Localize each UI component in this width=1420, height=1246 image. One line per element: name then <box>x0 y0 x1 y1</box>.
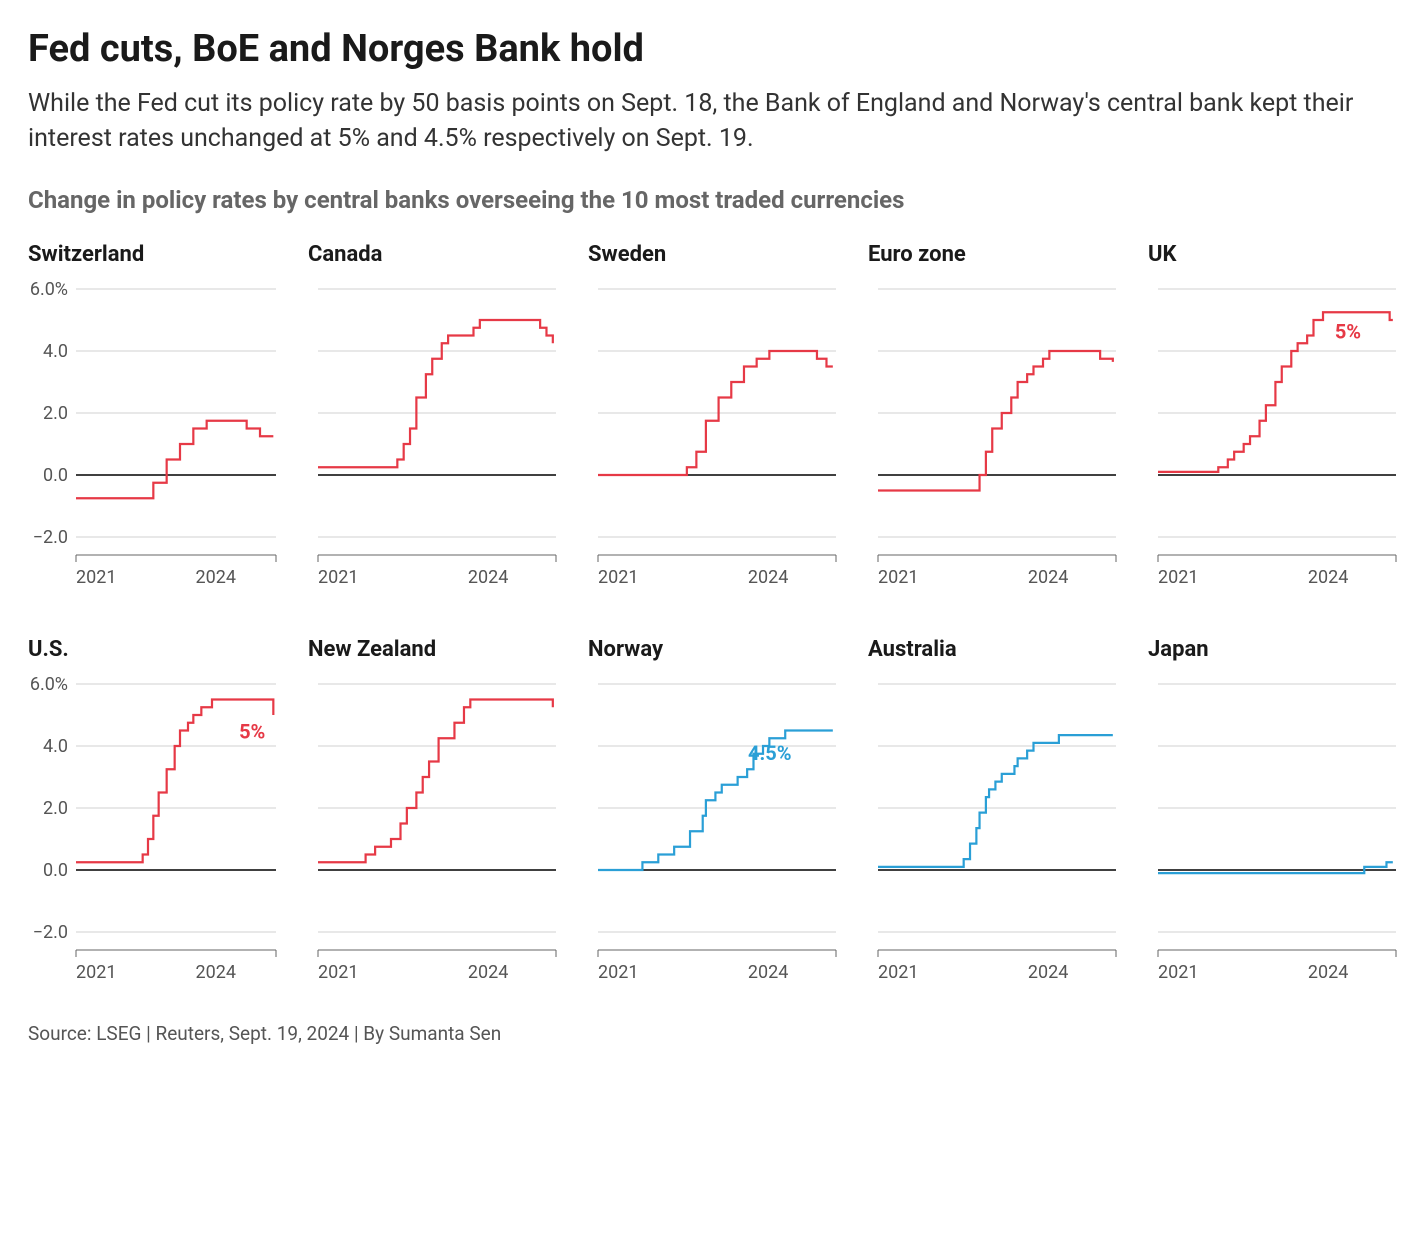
x-tick-label: 2024 <box>748 962 788 983</box>
page-subtitle: While the Fed cut its policy rate by 50 … <box>28 86 1388 156</box>
panel-title: UK <box>1148 242 1398 267</box>
panel-chart: 2021 2024 <box>868 277 1118 587</box>
panel-chart: 2021 2024 <box>308 277 558 587</box>
y-tick-label: 4.0 <box>43 736 68 757</box>
chart-panel: U.S. −2.0 0.0 2.0 4.0 6.0% 5% 2021 2024 <box>28 637 278 982</box>
y-tick-label: 2.0 <box>43 403 68 424</box>
panel-title: Euro zone <box>868 242 1118 267</box>
chart-panel: Norway 4.5% 2021 2024 <box>588 637 838 982</box>
series-line <box>878 735 1113 867</box>
chart-subhead: Change in policy rates by central banks … <box>28 186 1392 214</box>
x-tick-label: 2021 <box>878 962 918 983</box>
value-annotation: 4.5% <box>748 741 792 765</box>
x-tick-label: 2024 <box>1308 962 1348 983</box>
x-tick-label: 2021 <box>318 962 358 983</box>
x-tick-label: 2024 <box>748 567 788 588</box>
panel-title: Switzerland <box>28 242 278 267</box>
panel-title: Australia <box>868 637 1118 662</box>
value-annotation: 5% <box>239 719 265 743</box>
chart-panel: Switzerland −2.0 0.0 2.0 4.0 6.0% 2021 2024 <box>28 242 278 587</box>
panel-title: New Zealand <box>308 637 558 662</box>
panel-chart: 4.5% 2021 2024 <box>588 672 838 982</box>
series-line <box>878 351 1113 491</box>
panel-chart: 2021 2024 <box>1148 672 1398 982</box>
panel-title: U.S. <box>28 637 278 662</box>
y-tick-label: 6.0% <box>30 674 68 695</box>
panel-title: Sweden <box>588 242 838 267</box>
series-line <box>598 730 833 870</box>
x-tick-label: 2021 <box>598 567 638 588</box>
source-footer: Source: LSEG | Reuters, Sept. 19, 2024 |… <box>28 1022 1392 1045</box>
x-tick-label: 2024 <box>196 567 236 588</box>
x-tick-label: 2021 <box>76 962 116 983</box>
y-tick-label: 6.0% <box>30 279 68 300</box>
series-line <box>318 320 553 467</box>
x-tick-label: 2024 <box>1028 567 1068 588</box>
y-tick-label: −2.0 <box>33 922 68 943</box>
x-tick-label: 2024 <box>1308 567 1348 588</box>
page-title: Fed cuts, BoE and Norges Bank hold <box>28 28 1392 72</box>
chart-panel: Japan 2021 2024 <box>1148 637 1398 982</box>
small-multiples-grid: Switzerland−2.00.02.04.06.0%20212024Cana… <box>28 242 1392 982</box>
x-tick-label: 2021 <box>878 567 918 588</box>
value-annotation: 5% <box>1335 319 1361 343</box>
panel-chart: 5% 2021 2024 <box>1148 277 1398 587</box>
panel-title: Canada <box>308 242 558 267</box>
panel-chart: 2021 2024 <box>308 672 558 982</box>
chart-panel: Australia 2021 2024 <box>868 637 1118 982</box>
x-tick-label: 2021 <box>318 567 358 588</box>
y-tick-label: 4.0 <box>43 341 68 362</box>
x-tick-label: 2024 <box>468 567 508 588</box>
y-tick-label: −2.0 <box>33 527 68 548</box>
chart-panel: Canada 2021 2024 <box>308 242 558 587</box>
x-tick-label: 2021 <box>1158 962 1198 983</box>
series-line <box>76 420 273 498</box>
y-tick-label: 2.0 <box>43 798 68 819</box>
panel-chart: 2021 2024 <box>868 672 1118 982</box>
series-line <box>318 699 553 862</box>
x-tick-label: 2024 <box>196 962 236 983</box>
x-tick-label: 2024 <box>1028 962 1068 983</box>
series-line <box>1158 862 1393 873</box>
panel-chart: −2.0 0.0 2.0 4.0 6.0% 5% 2021 2024 <box>28 672 278 982</box>
x-tick-label: 2021 <box>76 567 116 588</box>
chart-panel: UK 5% 2021 2024 <box>1148 242 1398 587</box>
chart-panel: New Zealand 2021 2024 <box>308 637 558 982</box>
y-tick-label: 0.0 <box>43 860 68 881</box>
x-tick-label: 2024 <box>468 962 508 983</box>
panel-title: Norway <box>588 637 838 662</box>
y-tick-label: 0.0 <box>43 465 68 486</box>
x-tick-label: 2021 <box>1158 567 1198 588</box>
panel-title: Japan <box>1148 637 1398 662</box>
panel-chart: −2.0 0.0 2.0 4.0 6.0% 2021 2024 <box>28 277 278 587</box>
panel-chart: 2021 2024 <box>588 277 838 587</box>
chart-panel: Euro zone 2021 2024 <box>868 242 1118 587</box>
chart-panel: Sweden 2021 2024 <box>588 242 838 587</box>
x-tick-label: 2021 <box>598 962 638 983</box>
